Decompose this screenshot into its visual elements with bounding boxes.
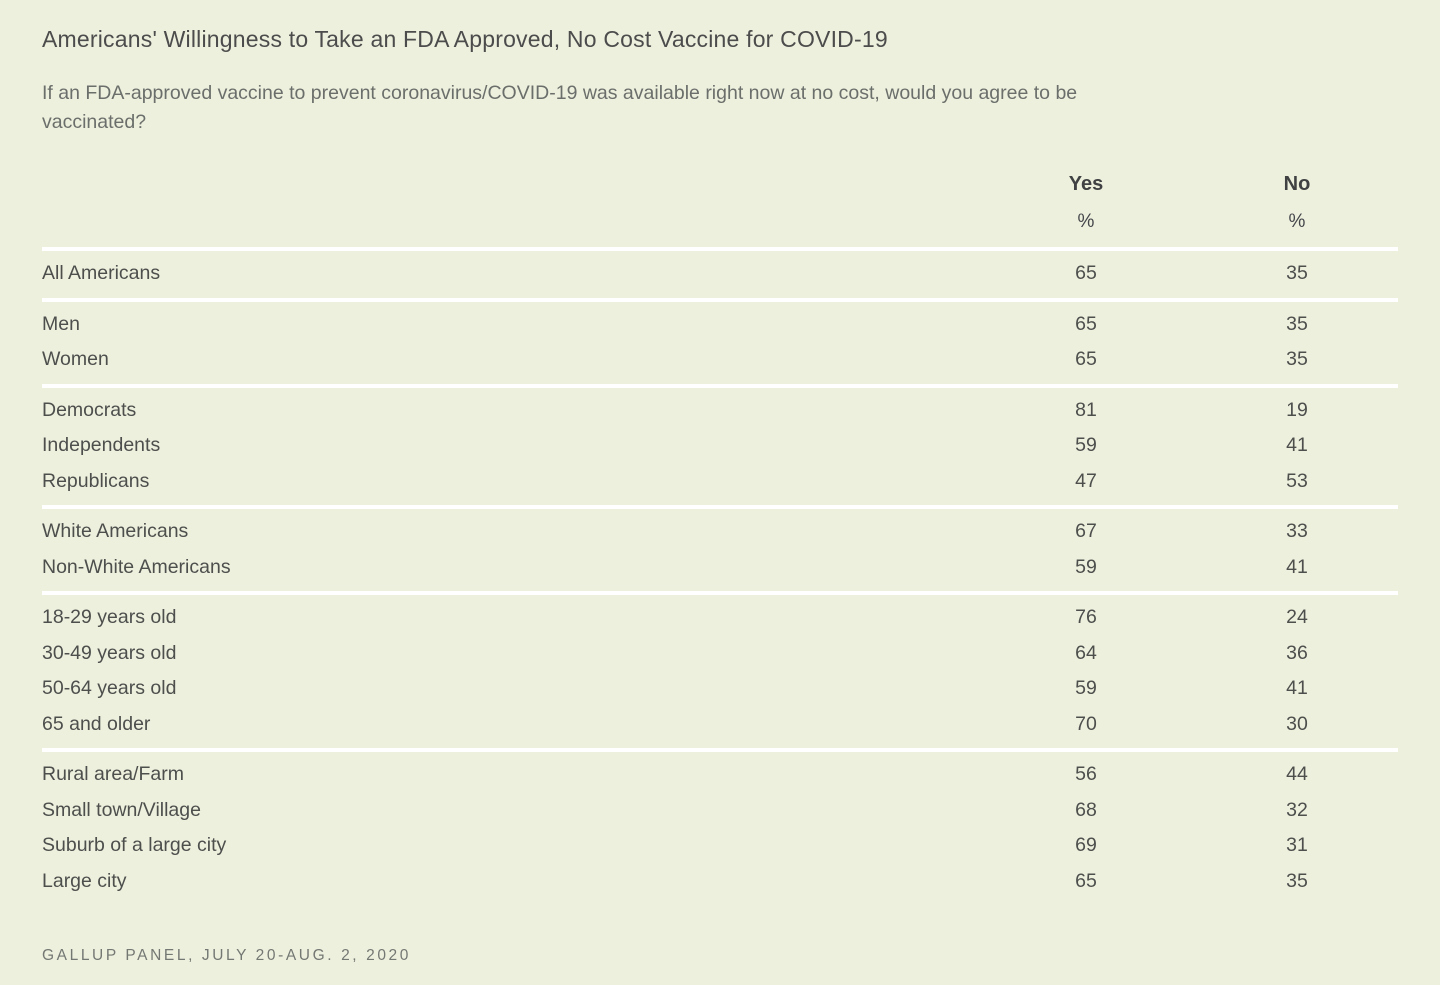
table-row: White Americans 67 33 [42,514,1398,550]
table-group: 18-29 years old 76 24 30-49 years old 64 36 50… [42,591,1398,748]
row-value-yes: 65 [1075,312,1097,335]
table-row: Republicans 47 53 [42,464,1398,500]
row-value-yes: 47 [1075,469,1097,492]
row-value-no: 33 [1286,520,1308,543]
table-row: Men 65 35 [42,307,1398,343]
table-row: Non-White Americans 59 41 [42,550,1398,586]
row-label: 18-29 years old [42,606,177,629]
column-header-no: No [1283,173,1311,195]
row-label: Independents [42,434,161,457]
table-row: Large city 65 35 [42,864,1398,900]
table-row: Rural area/Farm 56 44 [42,757,1398,793]
row-value-no: 35 [1286,869,1308,892]
table-header: Yes No % % [42,173,1398,247]
row-value-no: 41 [1286,434,1308,457]
row-value-no: 41 [1286,555,1308,578]
row-label: Small town/Village [42,798,201,821]
row-label: All Americans [42,262,161,285]
table-body: All Americans 65 35 Men 65 35 Women 65 35 Democra… [42,247,1398,905]
row-value-yes: 65 [1075,869,1097,892]
row-label: Rural area/Farm [42,763,184,786]
row-value-no: 36 [1286,641,1308,664]
row-value-no: 44 [1286,763,1308,786]
table-row: Independents 59 41 [42,428,1398,464]
row-value-yes: 64 [1075,641,1097,664]
row-value-no: 35 [1286,348,1308,371]
table-row: Democrats 81 19 [42,393,1398,429]
row-value-yes: 76 [1075,606,1097,629]
row-value-yes: 65 [1075,262,1097,285]
row-label: Democrats [42,398,137,421]
table-row: Women 65 35 [42,342,1398,378]
page-title: Americans' Willingness to Take an FDA Ap… [42,26,888,52]
source-attribution: GALLUP PANEL, JULY 20-AUG. 2, 2020 [42,947,411,964]
row-value-no: 31 [1286,834,1308,857]
row-value-no: 32 [1286,798,1308,821]
row-label: Republicans [42,469,150,492]
table-group: Rural area/Farm 56 44 Small town/Village 68 3… [42,748,1398,905]
row-label: 30-49 years old [42,641,177,664]
results-table: Yes No % % All Americans 65 35 Men 65 35 Women… [42,173,1398,905]
row-value-yes: 67 [1075,520,1097,543]
column-unit-no: % [1288,211,1306,232]
row-label: 65 and older [42,712,151,735]
row-value-yes: 59 [1075,677,1097,700]
row-value-yes: 81 [1075,398,1097,421]
row-label: White Americans [42,520,189,543]
table-row: 50-64 years old 59 41 [42,671,1398,707]
row-label: Non-White Americans [42,555,231,578]
row-value-no: 35 [1286,262,1308,285]
column-unit-yes: % [1077,211,1095,232]
table-group: Men 65 35 Women 65 35 [42,297,1398,384]
table-row: 18-29 years old 76 24 [42,600,1398,636]
survey-question-text: If an FDA-approved vaccine to prevent co… [42,82,1078,133]
row-label: Women [42,348,109,371]
row-value-yes: 59 [1075,555,1097,578]
row-label: 50-64 years old [42,677,177,700]
row-value-no: 35 [1286,312,1308,335]
row-label: Large city [42,869,127,892]
row-value-no: 53 [1286,469,1308,492]
row-value-yes: 59 [1075,434,1097,457]
row-value-yes: 65 [1075,348,1097,371]
column-header-yes: Yes [1068,173,1104,195]
row-value-no: 41 [1286,677,1308,700]
table-group: Democrats 81 19 Independents 59 41 Republicans… [42,383,1398,506]
table-row: Small town/Village 68 32 [42,793,1398,829]
row-label: Suburb of a large city [42,834,227,857]
table-row: Suburb of a large city 69 31 [42,828,1398,864]
table-row: 65 and older 70 30 [42,707,1398,743]
table-row: All Americans 65 35 [42,256,1398,292]
row-value-no: 19 [1286,398,1308,421]
table-group: All Americans 65 35 [42,247,1398,298]
table-group: White Americans 67 33 Non-White Americans 59… [42,505,1398,591]
row-value-yes: 68 [1075,798,1097,821]
table-row: 30-49 years old 64 36 [42,636,1398,672]
row-value-yes: 70 [1075,712,1097,735]
row-value-yes: 56 [1075,763,1097,786]
row-value-yes: 69 [1075,834,1097,857]
row-value-no: 24 [1286,606,1308,629]
row-value-no: 30 [1286,712,1308,735]
row-label: Men [42,312,80,335]
